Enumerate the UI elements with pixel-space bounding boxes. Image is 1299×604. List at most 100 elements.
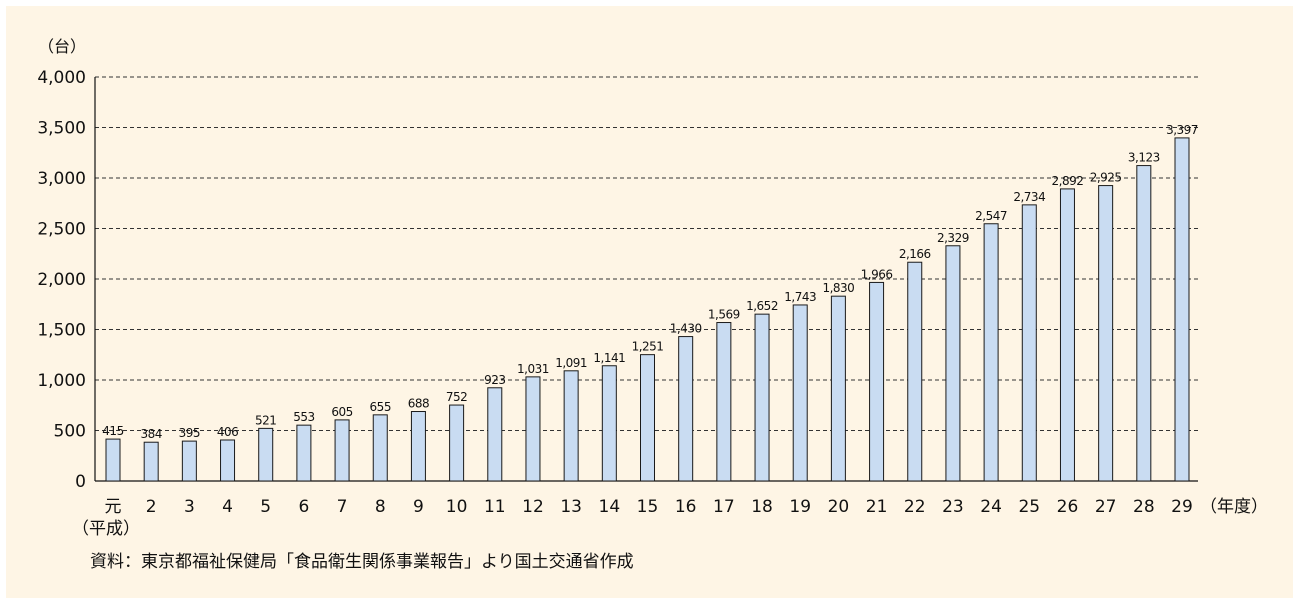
bar bbox=[869, 281, 885, 482]
bar bbox=[1059, 188, 1075, 482]
data-label: 2,734 bbox=[1013, 190, 1045, 204]
y-tick-label: 0 bbox=[75, 472, 86, 492]
data-label: 406 bbox=[217, 425, 238, 439]
x-tick-label: 25 bbox=[1018, 497, 1040, 517]
bar bbox=[830, 295, 846, 482]
x-tick-label: 元 bbox=[105, 497, 122, 517]
data-label: 1,251 bbox=[632, 340, 664, 354]
x-tick-label: 26 bbox=[1057, 497, 1079, 517]
x-tick-label: 12 bbox=[522, 497, 544, 517]
data-label: 923 bbox=[484, 373, 505, 387]
x-tick-label: 21 bbox=[866, 497, 888, 517]
x-tick-label: 3 bbox=[184, 497, 195, 517]
data-label: 2,166 bbox=[899, 247, 931, 261]
data-label: 415 bbox=[102, 424, 123, 438]
x-tick-label: 13 bbox=[560, 497, 582, 517]
bar bbox=[907, 261, 923, 482]
data-label: 2,329 bbox=[937, 231, 969, 245]
bar bbox=[945, 245, 961, 482]
data-label: 1,743 bbox=[784, 290, 816, 304]
x-tick-label: 5 bbox=[260, 497, 271, 517]
bar bbox=[640, 354, 655, 482]
bar bbox=[1174, 137, 1190, 482]
x-tick-label: 27 bbox=[1095, 497, 1117, 517]
x-tick-label: 28 bbox=[1133, 497, 1155, 517]
data-label: 605 bbox=[331, 405, 352, 419]
bars bbox=[105, 137, 1190, 482]
data-label: 2,547 bbox=[975, 209, 1007, 223]
data-label: 1,141 bbox=[593, 351, 625, 365]
bar bbox=[410, 411, 426, 482]
chart-panel bbox=[6, 6, 1293, 598]
x-tick-labels: 元 2 3 4 5 6 7 8 9 10 11 12 13 14 15 16 17 18 19 20 21 22 23 24 2… bbox=[105, 497, 1193, 517]
data-label: 1,830 bbox=[822, 281, 854, 295]
bar bbox=[1136, 165, 1152, 482]
data-labels: 415 384 395 406 521 553 605 655 688 752 923 1,031 1,… bbox=[102, 123, 1198, 441]
x-tick-label: 4 bbox=[222, 497, 233, 517]
x-tick-label: 14 bbox=[599, 497, 621, 517]
data-label: 395 bbox=[179, 426, 200, 440]
x-tick-label: 24 bbox=[980, 497, 1002, 517]
data-label: 553 bbox=[293, 410, 314, 424]
x-tick-label: 2 bbox=[146, 497, 157, 517]
data-label: 655 bbox=[370, 400, 391, 414]
bar bbox=[601, 365, 617, 482]
bar bbox=[181, 440, 197, 482]
bar bbox=[525, 376, 541, 482]
data-label: 1,430 bbox=[670, 322, 702, 336]
bar bbox=[296, 424, 312, 482]
bar bbox=[334, 419, 350, 482]
x-tick-label: 15 bbox=[637, 497, 659, 517]
bar bbox=[449, 404, 465, 482]
x-tick-label: 23 bbox=[942, 497, 964, 517]
x-tick-label: 16 bbox=[675, 497, 697, 517]
bar bbox=[487, 387, 503, 482]
bar bbox=[563, 370, 579, 482]
y-tick-label: 3,000 bbox=[37, 169, 86, 189]
y-tick-labels: 0 500 1,000 1,500 2,000 2,500 3,000 3,500 4,000 bbox=[37, 68, 86, 492]
y-tick-label: 4,000 bbox=[37, 68, 86, 88]
x-tick-label: 22 bbox=[904, 497, 926, 517]
data-label: 1,091 bbox=[555, 356, 587, 370]
bar bbox=[143, 441, 159, 482]
source-note: 資料：東京都福祉保健局「食品衛生関係事業報告」より国土交通省作成 bbox=[90, 552, 634, 572]
x-tick-label: 7 bbox=[337, 497, 348, 517]
y-tick-label: 500 bbox=[54, 422, 86, 442]
data-label: 3,123 bbox=[1128, 151, 1160, 165]
data-label: 2,925 bbox=[1090, 171, 1122, 185]
y-tick-label: 1,000 bbox=[37, 371, 86, 391]
y-tick-label: 2,500 bbox=[37, 220, 86, 240]
bar bbox=[754, 313, 770, 482]
data-label: 688 bbox=[408, 397, 429, 411]
x-tick-label: 19 bbox=[789, 497, 811, 517]
x-tick-label: 8 bbox=[375, 497, 386, 517]
data-label: 1,031 bbox=[517, 362, 549, 376]
bar bbox=[372, 414, 388, 482]
x-axis-unit: （年度） bbox=[1200, 497, 1268, 517]
x-tick-label: 11 bbox=[484, 497, 506, 517]
bar bbox=[678, 336, 694, 482]
data-label: 3,397 bbox=[1166, 123, 1198, 137]
data-label: 1,569 bbox=[708, 308, 740, 322]
bar bbox=[258, 427, 274, 482]
era-label: （平成） bbox=[72, 519, 140, 539]
y-tick-label: 1,500 bbox=[37, 321, 86, 341]
x-tick-label: 18 bbox=[751, 497, 773, 517]
bar bbox=[983, 223, 999, 482]
bar bbox=[105, 438, 121, 482]
x-tick-label: 17 bbox=[713, 497, 735, 517]
bar bbox=[1021, 204, 1037, 482]
y-tick-label: 2,000 bbox=[37, 270, 86, 290]
x-tick-label: 29 bbox=[1171, 497, 1193, 517]
x-tick-label: 10 bbox=[446, 497, 468, 517]
data-label: 1,652 bbox=[746, 299, 778, 313]
bar bbox=[792, 304, 808, 482]
data-label: 752 bbox=[446, 390, 467, 404]
bar bbox=[220, 439, 236, 482]
bar bbox=[1098, 185, 1114, 482]
data-label: 2,892 bbox=[1052, 174, 1084, 188]
x-tick-label: 9 bbox=[413, 497, 424, 517]
x-tick-label: 6 bbox=[298, 497, 309, 517]
data-label: 384 bbox=[140, 427, 161, 441]
